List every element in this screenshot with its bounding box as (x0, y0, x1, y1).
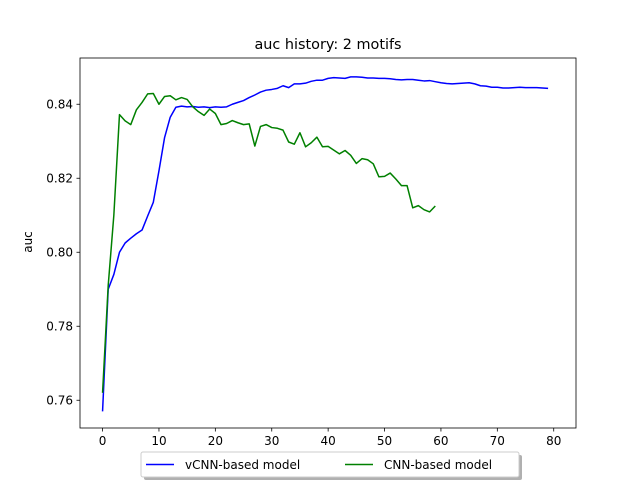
x-tick-label: 70 (490, 434, 505, 448)
y-tick-label: 0.82 (46, 172, 73, 186)
x-axis-ticks: 0 10 20 30 40 50 60 70 80 (99, 428, 561, 448)
x-tick-label: 0 (99, 434, 107, 448)
x-tick-label: 30 (264, 434, 279, 448)
series-layer (101, 76, 549, 412)
series-line-2 (101, 92, 436, 393)
y-axis-label: auc (21, 231, 35, 253)
x-tick-label: 40 (321, 434, 336, 448)
y-tick-label: 0.84 (46, 98, 73, 112)
x-tick-label: 20 (208, 434, 223, 448)
y-tick-label: 0.76 (46, 394, 73, 408)
legend-label-1: vCNN-based model (185, 458, 300, 472)
legend-label-2: CNN-based model (384, 458, 492, 472)
legend: vCNN-based model CNN-based model (140, 451, 522, 480)
y-tick-label: 0.80 (46, 246, 73, 260)
legend-box (140, 451, 520, 478)
series-line-1 (101, 76, 549, 412)
plot-frame (79, 57, 577, 429)
chart-title: auc history: 2 motifs (254, 37, 401, 53)
x-tick-label: 50 (377, 434, 392, 448)
x-tick-label: 80 (546, 434, 561, 448)
x-tick-label: 10 (151, 434, 166, 448)
x-tick-label: 60 (433, 434, 448, 448)
y-tick-label: 0.78 (46, 320, 73, 334)
y-axis-ticks: 0.76 0.78 0.80 0.82 0.84 (46, 98, 80, 408)
legend-items: vCNN-based model CNN-based model (146, 458, 492, 472)
